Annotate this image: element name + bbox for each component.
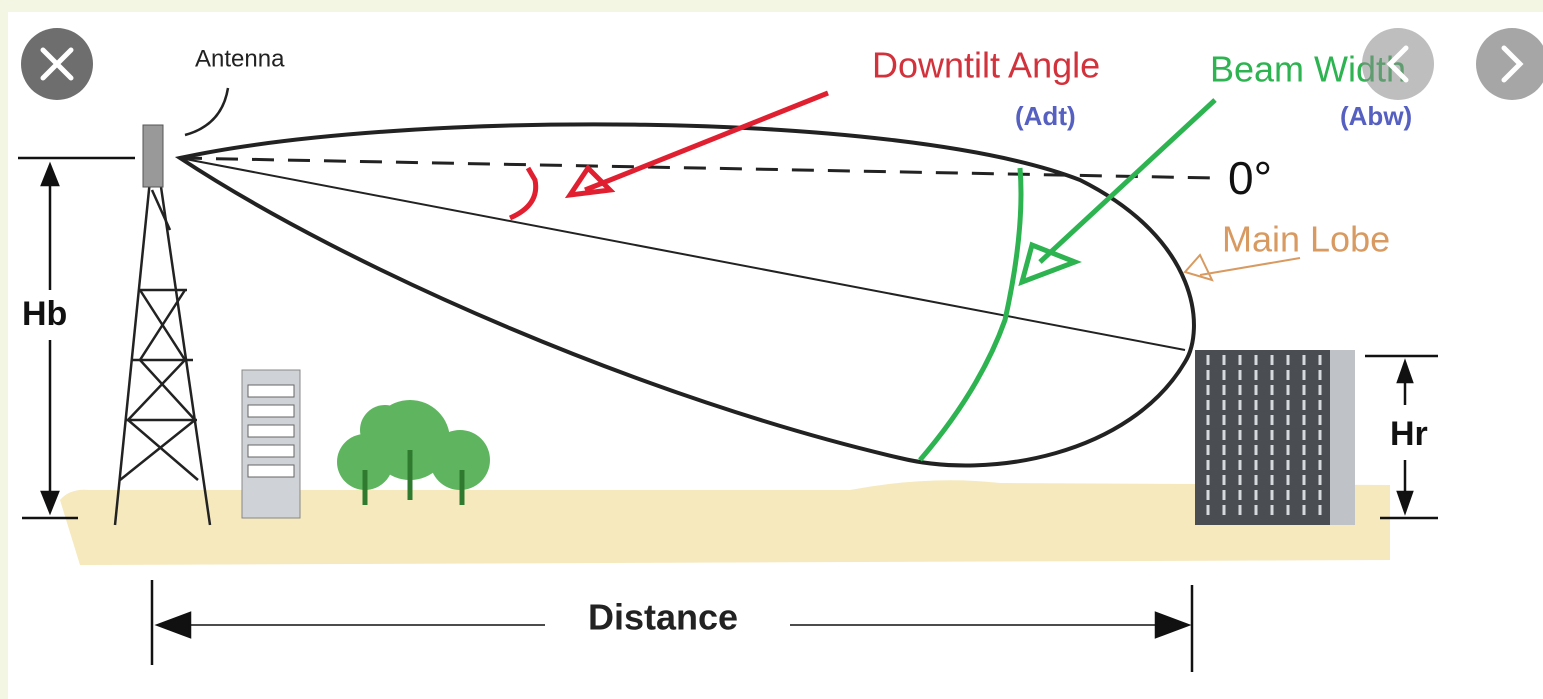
label-hb: Hb	[22, 295, 67, 333]
label-adt: (Adt)	[1015, 101, 1076, 131]
tower	[113, 179, 212, 526]
trees	[337, 400, 490, 490]
beam-axis	[179, 157, 1186, 351]
label-abw: (Abw)	[1340, 101, 1412, 131]
tall-building-grid	[1206, 355, 1322, 520]
label-main-lobe: Main Lobe	[1222, 219, 1390, 260]
next-button[interactable]	[1476, 28, 1543, 100]
tree-trunks	[362, 450, 465, 505]
horizon-line	[179, 156, 1216, 180]
main-lobe-pointer	[1183, 253, 1301, 282]
antenna-panel	[142, 124, 164, 188]
tall-building-front	[1195, 350, 1330, 525]
previous-button[interactable]	[1362, 28, 1434, 100]
downtilt-arrow	[508, 90, 829, 221]
dimension-lines	[18, 156, 1438, 672]
label-zero-degree: 0°	[1228, 152, 1272, 204]
main-lobe-shape	[174, 122, 1196, 468]
ground	[60, 480, 1390, 565]
label-downtilt-angle: Downtilt Angle	[872, 45, 1100, 86]
label-hr: Hr	[1390, 415, 1428, 453]
antenna-pointer	[184, 87, 230, 137]
beam-width-arrow	[918, 98, 1217, 462]
label-distance: Distance	[588, 597, 738, 638]
building-windows	[247, 384, 295, 478]
label-antenna: Antenna	[195, 45, 285, 72]
close-button[interactable]	[21, 28, 93, 100]
